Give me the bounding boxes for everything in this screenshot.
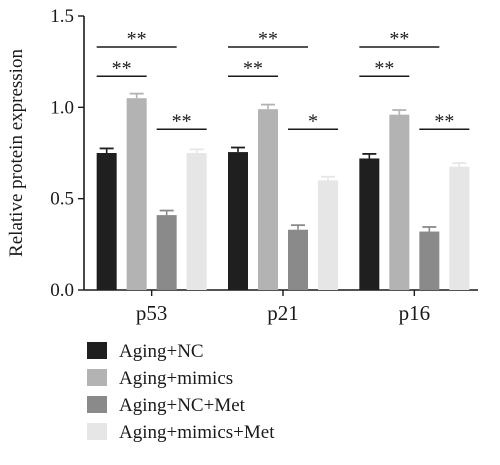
significance-annotations: *****************: [96, 28, 470, 132]
axes: 0.0 0.5 1.0 1.5 Relative protein expression: [6, 6, 478, 301]
y-tick-label: 1.0: [50, 97, 74, 118]
y-tick-label: 0.5: [50, 189, 74, 210]
x-tick-label: p21: [267, 301, 299, 325]
significance-label: **: [127, 28, 147, 50]
legend-swatch: [87, 396, 107, 413]
bar: [126, 98, 147, 290]
significance-label: **: [374, 57, 394, 79]
bar: [359, 158, 380, 290]
y-axis-title: Relative protein expression: [6, 49, 27, 257]
bar: [228, 152, 248, 290]
x-tick-label: p53: [136, 301, 168, 325]
legend-label: Aging+mimics: [119, 368, 233, 389]
bar: [96, 153, 117, 290]
significance-label: **: [172, 110, 192, 132]
bar: [156, 215, 177, 290]
significance-label: **: [389, 28, 409, 50]
bar: [258, 109, 278, 290]
significance-label: **: [258, 28, 278, 50]
bar: [186, 153, 207, 290]
bar: [318, 180, 338, 290]
legend-swatch: [87, 423, 107, 440]
y-tick-label: 1.5: [50, 6, 74, 27]
legend-swatch: [87, 342, 107, 359]
legend-label: Aging+mimics+Met: [119, 422, 275, 443]
significance-label: **: [243, 57, 263, 79]
significance-label: **: [434, 110, 454, 132]
legend: Aging+NC Aging+mimics Aging+NC+Met Aging+mi…: [87, 341, 275, 443]
significance-label: *: [308, 110, 318, 132]
x-tick-labels: p53 p21 p16: [136, 301, 430, 325]
legend-label: Aging+NC: [119, 341, 204, 362]
legend-swatch: [87, 369, 107, 386]
bar: [419, 231, 440, 290]
y-tick-label: 0.0: [50, 280, 74, 301]
significance-label: **: [112, 57, 132, 79]
bars: [96, 92, 470, 290]
bar: [389, 114, 410, 290]
x-tick-label: p16: [399, 301, 431, 325]
bar: [288, 229, 308, 290]
bar: [449, 166, 470, 290]
legend-label: Aging+NC+Met: [119, 395, 246, 416]
